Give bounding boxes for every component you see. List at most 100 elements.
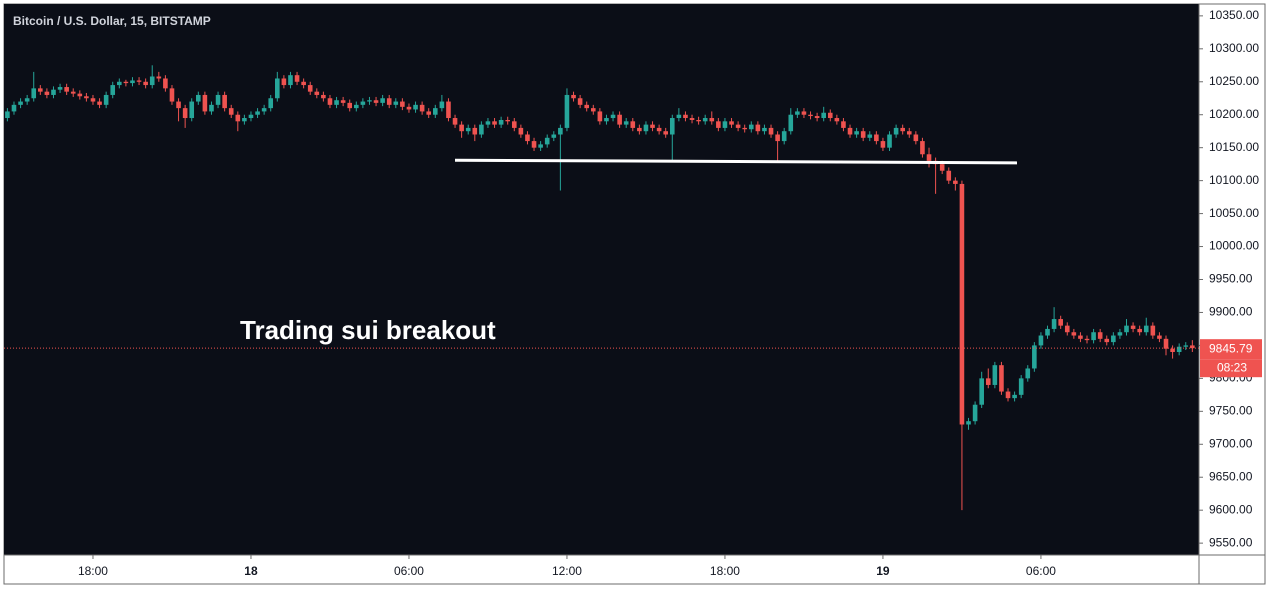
x-tick-label: 06:00	[1026, 564, 1056, 578]
y-tick-label: 10300.00	[1209, 41, 1259, 55]
x-tick-label: 06:00	[394, 564, 424, 578]
candle-body	[235, 114, 241, 122]
candle-body	[1157, 335, 1162, 339]
candle-body	[380, 98, 385, 103]
candle-body	[248, 114, 254, 119]
candle-body	[511, 121, 517, 128]
candle-body	[479, 124, 484, 135]
candle-body	[999, 365, 1004, 392]
candle-body	[169, 88, 175, 102]
candle-body	[18, 101, 23, 105]
candle-body	[966, 421, 971, 425]
candle-body	[1018, 378, 1024, 395]
x-tick-label: 12:00	[552, 564, 582, 578]
candle-body	[841, 121, 846, 128]
candle-body	[906, 131, 912, 135]
plot-area	[4, 4, 1199, 555]
candle-body	[505, 120, 511, 122]
candle-body	[729, 121, 734, 125]
candle-body	[663, 131, 668, 135]
candle-body	[623, 121, 629, 125]
candle-body	[44, 91, 50, 95]
y-tick-label: 9550.00	[1209, 535, 1253, 549]
y-tick-label: 9950.00	[1209, 272, 1253, 286]
candle-body	[334, 100, 339, 105]
candle-body	[913, 134, 919, 142]
candle-body	[1045, 328, 1050, 336]
candle-body	[867, 134, 873, 138]
candle-body	[821, 112, 826, 119]
candle-body	[406, 106, 412, 110]
candle-body	[1078, 335, 1083, 339]
candle-body	[1117, 332, 1123, 336]
candle-body	[669, 118, 675, 135]
x-tick-label: 18:00	[78, 564, 108, 578]
candle-body	[887, 134, 892, 148]
candle-body	[953, 180, 958, 184]
chart-title: Bitcoin / U.S. Dollar, 15, BITSTAMP	[13, 14, 211, 28]
candle-body	[1091, 332, 1096, 341]
candle-body	[577, 98, 583, 105]
candle-body	[84, 96, 89, 99]
candle-body	[268, 98, 274, 109]
candle-body	[353, 104, 359, 109]
candle-body	[604, 118, 609, 122]
candle-body	[70, 91, 76, 94]
candle-body	[959, 183, 965, 425]
candle-body	[827, 112, 833, 119]
x-tick-label: 18	[244, 564, 258, 578]
candle-body	[538, 144, 543, 148]
candle-body	[31, 88, 37, 99]
countdown: 08:23	[1217, 360, 1247, 374]
candle-body	[149, 76, 155, 86]
candle-body	[57, 87, 63, 90]
candle-body	[597, 111, 603, 122]
candle-body	[288, 75, 293, 86]
candle-body	[788, 114, 794, 132]
y-tick-label: 9600.00	[1209, 502, 1253, 516]
candle-body	[637, 127, 642, 132]
candle-body	[176, 101, 181, 109]
candle-body	[979, 378, 984, 405]
candle-body	[419, 104, 425, 112]
candle-body	[472, 127, 478, 135]
candle-body	[1097, 332, 1103, 339]
candle-body	[1137, 328, 1142, 333]
candle-body	[1111, 335, 1116, 343]
candle-body	[156, 76, 162, 79]
candle-body	[544, 137, 550, 145]
candle-body	[656, 127, 662, 132]
candle-body	[386, 98, 392, 105]
candle-body	[130, 80, 135, 84]
candles	[4, 65, 1199, 511]
candle-body	[926, 154, 932, 161]
y-tick-label: 10350.00	[1209, 8, 1259, 22]
candle-body	[781, 131, 787, 142]
candle-body	[215, 94, 221, 105]
candle-body	[294, 75, 300, 82]
candle-body	[808, 114, 813, 117]
y-tick-label: 9700.00	[1209, 436, 1253, 450]
candle-body	[1124, 325, 1129, 333]
candle-body	[1104, 338, 1110, 343]
x-tick-label: 18:00	[710, 564, 740, 578]
candle-body	[314, 91, 320, 95]
candle-body	[564, 94, 570, 128]
candle-body	[939, 164, 945, 171]
candle-body	[452, 118, 458, 125]
candle-body	[900, 127, 905, 132]
y-tick-label: 10050.00	[1209, 206, 1259, 220]
candle-body	[242, 118, 247, 122]
candle-body	[340, 100, 346, 103]
candle-body	[321, 94, 326, 99]
candle-body	[367, 100, 372, 102]
candle-body	[327, 98, 333, 105]
candle-body	[143, 81, 148, 86]
candle-body	[97, 101, 102, 105]
candle-body	[38, 88, 43, 92]
candle-body	[1190, 345, 1195, 349]
candle-body	[275, 78, 280, 99]
candle-body	[689, 118, 695, 120]
